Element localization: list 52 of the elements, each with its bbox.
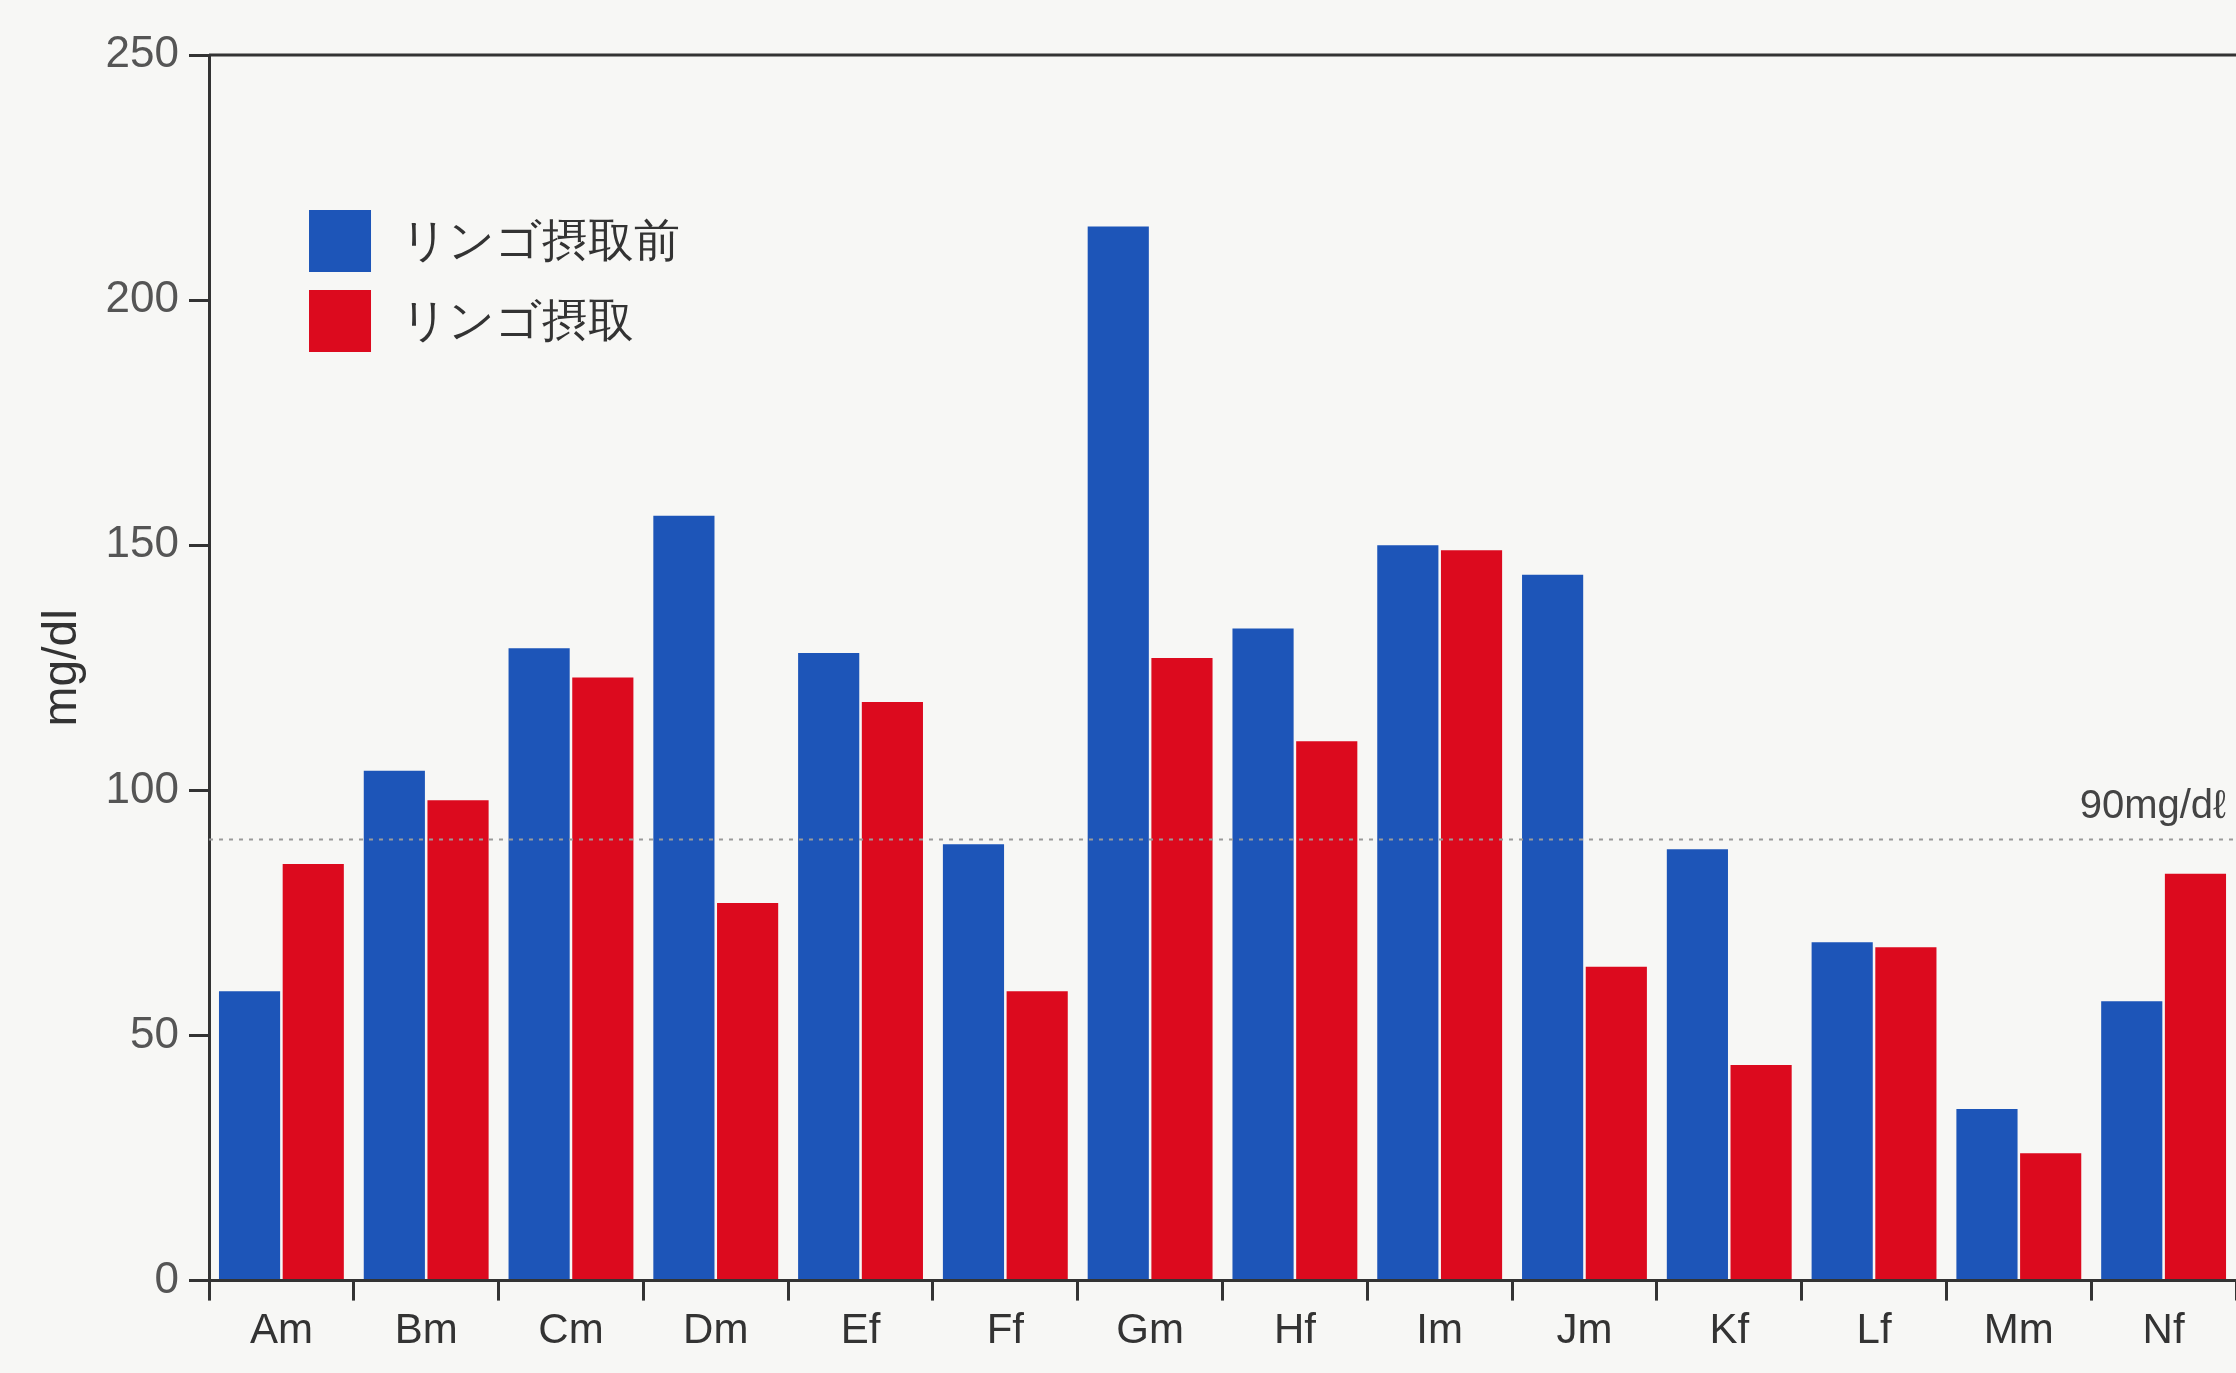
bar	[1232, 628, 1294, 1280]
bar	[1440, 550, 1503, 1280]
bar	[572, 677, 634, 1280]
bar	[2101, 1001, 2163, 1280]
bar	[427, 800, 489, 1280]
x-tick-label: Kf	[1709, 1305, 1750, 1353]
bar	[861, 702, 923, 1280]
y-axis-title: mg/dl	[33, 609, 87, 727]
y-tick-label: 150	[105, 517, 180, 567]
bar	[2164, 873, 2227, 1280]
bar	[508, 648, 570, 1280]
bar	[1522, 574, 1584, 1280]
bar	[1377, 545, 1439, 1280]
y-tick-label: 250	[105, 27, 180, 77]
bar	[2020, 1153, 2082, 1280]
x-tick-label: Gm	[1116, 1305, 1184, 1353]
x-tick-label: Lf	[1856, 1305, 1892, 1353]
x-tick-label: Dm	[683, 1305, 749, 1353]
x-tick-label: Jm	[1556, 1305, 1613, 1353]
bar	[717, 903, 779, 1280]
bar	[1006, 991, 1068, 1280]
bar	[653, 515, 715, 1280]
y-tick-label: 0	[154, 1252, 180, 1302]
bar	[1811, 942, 1873, 1280]
x-tick-label: Bm	[394, 1305, 458, 1353]
bar	[1956, 1109, 2018, 1280]
x-tick-label: Ff	[986, 1305, 1025, 1353]
bar	[1151, 658, 1213, 1280]
legend-label: リンゴ摂取前	[401, 213, 681, 266]
bar	[363, 770, 425, 1280]
y-tick-label: 100	[105, 762, 180, 812]
bar	[1730, 1064, 1792, 1280]
bar	[1875, 947, 1937, 1280]
x-tick-label: Nf	[2142, 1305, 2185, 1353]
x-tick-label: Am	[249, 1305, 313, 1353]
y-tick-label: 200	[105, 272, 180, 322]
bar	[218, 991, 281, 1280]
ref-line-label: 90mg/dℓ	[2079, 782, 2227, 827]
bar	[942, 844, 1005, 1280]
legend-label: リンゴ摂取	[401, 293, 635, 346]
bar	[1296, 741, 1358, 1280]
x-tick-label: Mm	[1983, 1305, 2054, 1353]
y-tick-label: 50	[130, 1007, 180, 1057]
bar	[798, 653, 860, 1280]
bar	[1087, 226, 1149, 1280]
x-tick-label: Hf	[1273, 1305, 1317, 1353]
x-tick-label: Ef	[840, 1305, 881, 1353]
bar	[1666, 849, 1728, 1280]
x-tick-label: Im	[1416, 1305, 1464, 1353]
bar	[1585, 966, 1647, 1280]
bar	[282, 863, 344, 1280]
x-tick-label: Cm	[538, 1305, 604, 1353]
